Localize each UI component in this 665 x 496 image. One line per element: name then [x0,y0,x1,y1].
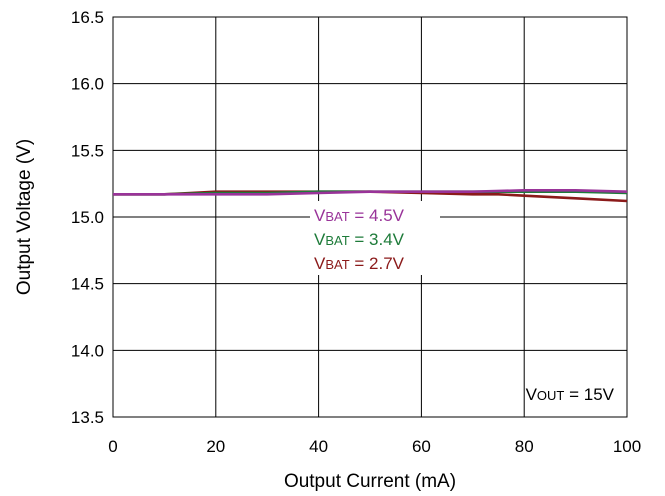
y-tick-label: 16.0 [71,75,104,94]
legend-entry-sub: BAT [325,257,349,272]
plot-frame [112,16,628,418]
vout-annotation-sub: OUT [537,388,565,403]
vout-annotation-rest: = 15V [564,385,614,404]
legend-entry-sub: BAT [325,233,349,248]
y-tick-label: 14.0 [71,341,104,360]
x-tick-label: 0 [108,437,117,456]
legend-entry: VBAT = 4.5V [314,206,405,225]
legend-entry-main: V [314,230,326,249]
y-tick-label: 16.5 [71,8,104,27]
legend-entry-sub: BAT [325,209,349,224]
y-tick-label: 14.5 [71,275,104,294]
y-tick-label: 15.5 [71,141,104,160]
y-axis-label: Output Voltage (V) [14,139,35,295]
vout-annotation: VOUT = 15V [526,385,615,404]
legend-background [310,201,440,275]
x-tick-label: 80 [515,437,534,456]
series-layer [113,189,628,203]
x-tick-label: 20 [206,437,225,456]
x-axis-label: Output Current (mA) [284,471,456,492]
vout-annotation-main: V [526,385,538,404]
tick-labels: 0 20 40 60 80 100 13.5 14.0 14.5 15.0 15.5 16.0 16.5 [71,8,641,456]
legend-entry-rest: = 3.4V [350,230,405,249]
legend-entry: VBAT = 2.7V [314,254,405,273]
x-tick-label: 60 [412,437,431,456]
legend-entry-main: V [314,254,326,273]
legend-entry-rest: = 2.7V [350,254,405,273]
y-tick-label: 13.5 [71,408,104,427]
legend-entry-rest: = 4.5V [350,206,405,225]
legend-entry-main: V [314,206,326,225]
x-tick-label: 40 [309,437,328,456]
series-line-2 [113,189,628,196]
legend-entry: VBAT = 3.4V [314,230,405,249]
y-tick-label: 15.0 [71,208,104,227]
x-tick-label: 100 [613,437,641,456]
